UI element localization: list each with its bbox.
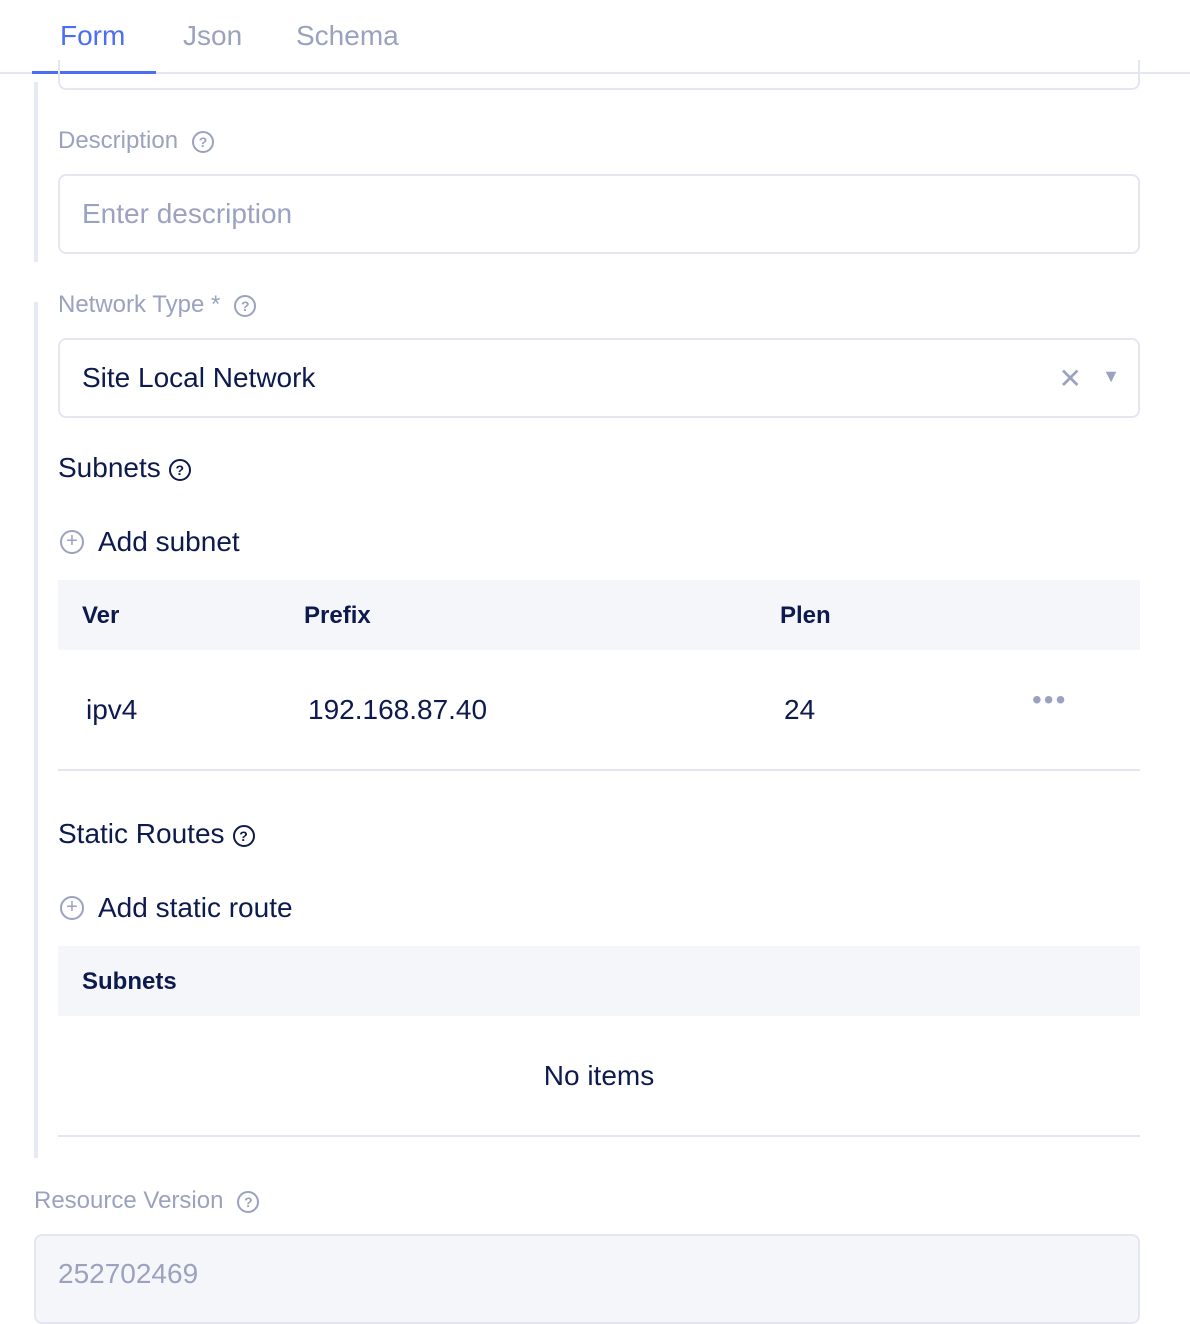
cell-ver: ipv4 <box>86 694 138 725</box>
add-static-route-button[interactable]: + Add static route <box>60 892 293 924</box>
tab-schema[interactable]: Schema <box>296 20 399 51</box>
static-routes-title: Static Routes? <box>58 818 255 850</box>
network-type-select[interactable]: Site Local Network ✕ ▼ <box>58 338 1140 418</box>
previous-input[interactable] <box>58 60 1140 90</box>
group-border <box>34 302 38 1158</box>
cell-prefix: 192.168.87.40 <box>308 694 488 725</box>
help-icon[interactable]: ? <box>234 294 257 317</box>
subnets-title: Subnets? <box>58 452 191 484</box>
resource-version-label: Resource Version? <box>34 1187 260 1215</box>
tab-bar: Form Json Schema <box>0 0 1190 74</box>
divider <box>58 1135 1140 1137</box>
plus-circle-icon: + <box>60 896 84 920</box>
tab-json[interactable]: Json <box>183 20 243 51</box>
more-actions-icon[interactable]: ••• <box>1032 684 1068 715</box>
add-static-route-label: Add static route <box>98 892 293 923</box>
tab-form[interactable]: Form <box>60 20 126 51</box>
selected-value: Site Local Network <box>82 362 316 393</box>
column-prefix: Prefix <box>304 602 371 629</box>
cell-plen: 24 <box>784 694 816 725</box>
column-ver: Ver <box>82 602 120 629</box>
add-subnet-label: Add subnet <box>98 526 240 557</box>
table-row: ipv4 192.168.87.40 24 ••• <box>58 650 1140 770</box>
plus-circle-icon: + <box>60 530 84 554</box>
static-routes-table-header: Subnets <box>58 946 1140 1016</box>
help-icon[interactable]: ? <box>237 1190 260 1213</box>
description-input[interactable] <box>58 174 1140 254</box>
help-icon[interactable]: ? <box>168 458 191 481</box>
empty-state: No items <box>543 1060 655 1091</box>
clear-icon[interactable]: ✕ <box>1058 363 1082 394</box>
group-border <box>34 82 38 262</box>
chevron-down-icon[interactable]: ▼ <box>1102 366 1120 386</box>
subnets-table-header: Ver Prefix Plen <box>58 580 1140 650</box>
column-subnets: Subnets <box>82 968 177 995</box>
add-subnet-button[interactable]: + Add subnet <box>60 526 240 558</box>
resource-version-input: 252702469 <box>34 1234 1140 1324</box>
description-label: Description? <box>58 127 215 155</box>
column-plen: Plen <box>780 602 831 629</box>
help-icon[interactable]: ? <box>232 824 255 847</box>
active-tab-indicator <box>32 71 156 74</box>
network-type-label: Network Type *? <box>58 291 257 319</box>
help-icon[interactable]: ? <box>192 130 215 153</box>
divider <box>58 769 1140 771</box>
